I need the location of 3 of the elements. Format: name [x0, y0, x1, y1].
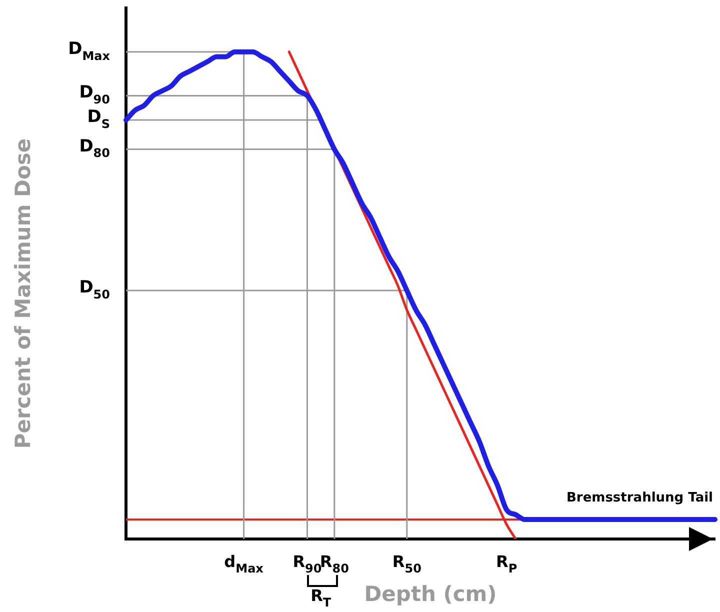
x-axis-title: Depth (cm) — [364, 582, 497, 606]
y-axis-title: Percent of Maximum Dose — [11, 138, 35, 449]
annotation: Bremsstrahlung Tail — [566, 490, 714, 506]
